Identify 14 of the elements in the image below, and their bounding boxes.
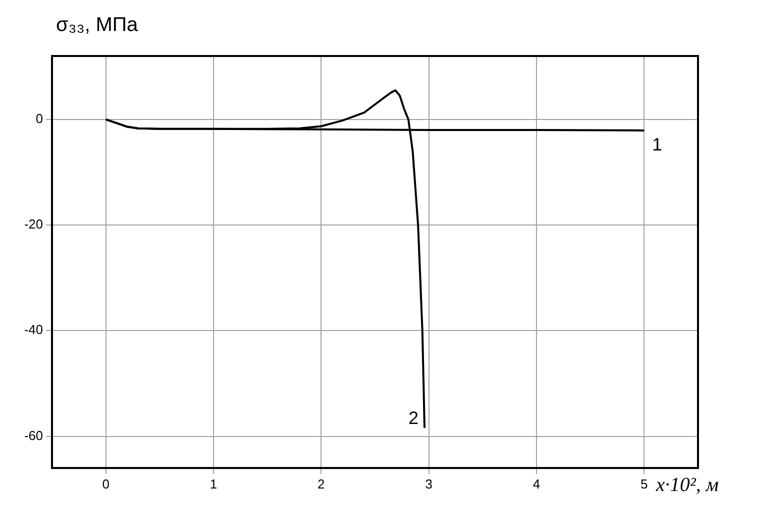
y-tick-label: -40 (24, 322, 43, 338)
y-axis-title: σ₃₃, МПа (56, 14, 138, 37)
y-tick-label: -20 (24, 216, 43, 232)
x-tick-label: 0 (102, 476, 110, 492)
series-label: 1 (652, 134, 662, 154)
x-axis-title: x·10², м (656, 474, 719, 497)
x-tick-label: 4 (532, 476, 540, 492)
series-label: 2 (408, 408, 419, 428)
x-tick-label: 3 (425, 476, 432, 492)
x-tick-label: 5 (640, 476, 648, 492)
x-tick-label: 1 (210, 476, 218, 492)
x-tick-label: 2 (318, 476, 325, 492)
y-tick-label: 0 (36, 110, 43, 126)
y-tick-label: -60 (24, 428, 43, 443)
